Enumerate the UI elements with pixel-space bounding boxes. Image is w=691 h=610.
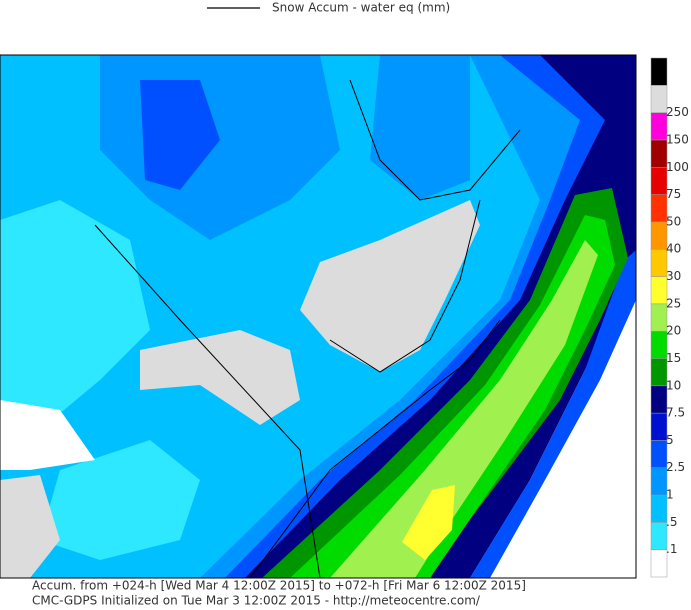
footer-line: Accum. from +024-h [Wed Mar 4 12:00Z 201… (32, 579, 526, 593)
colorbar-label: 15 (666, 351, 681, 365)
colorbar-bin (650, 412, 668, 441)
footer-line: CMC-GDPS Initialized on Tue Mar 3 12:00Z… (32, 594, 481, 608)
colorbar-label: 5 (666, 433, 674, 447)
colorbar-label: .1 (666, 542, 677, 556)
colorbar-label: 7.5 (666, 406, 685, 420)
colorbar-label: 150 (666, 132, 689, 146)
colorbar-bin (650, 112, 668, 141)
colorbar-bin (650, 385, 668, 414)
colorbar-label: 2.5 (666, 460, 685, 474)
colorbar-label: 250 (666, 105, 689, 119)
colorbar-label: 10 (666, 378, 681, 392)
colorbar-bin (650, 85, 668, 113)
colorbar-bin (650, 194, 668, 223)
map (0, 54, 637, 579)
legend-title: Snow Accum - water eq (mm) (272, 1, 450, 15)
colorbar-bin (650, 440, 668, 468)
colorbar-bin (650, 248, 668, 277)
colorbar-bin (650, 57, 668, 86)
colorbar-bin (650, 303, 668, 332)
colorbar-bin (650, 358, 668, 387)
colorbar-label: 20 (666, 324, 681, 338)
colorbar: .1 .5 1 2.5 5 7.5 10 15 20 25 30 40 50 75 100 150 250 (650, 57, 689, 578)
colorbar-bin (650, 467, 668, 496)
colorbar-bin (650, 139, 668, 168)
colorbar-label: 1 (666, 488, 674, 502)
colorbar-bin (650, 522, 668, 550)
colorbar-label: 25 (666, 296, 681, 310)
colorbar-bin (650, 494, 668, 523)
colorbar-label: 40 (666, 242, 681, 256)
colorbar-label: 75 (666, 187, 681, 201)
colorbar-bin (650, 330, 668, 359)
colorbar-bin (650, 549, 668, 578)
colorbar-bin (650, 276, 668, 305)
colorbar-bin (650, 221, 668, 250)
colorbar-label: .5 (666, 515, 677, 529)
colorbar-label: 100 (666, 160, 689, 174)
colorbar-bin (650, 167, 668, 195)
colorbar-label: 30 (666, 269, 681, 283)
colorbar-label: 50 (666, 214, 681, 228)
